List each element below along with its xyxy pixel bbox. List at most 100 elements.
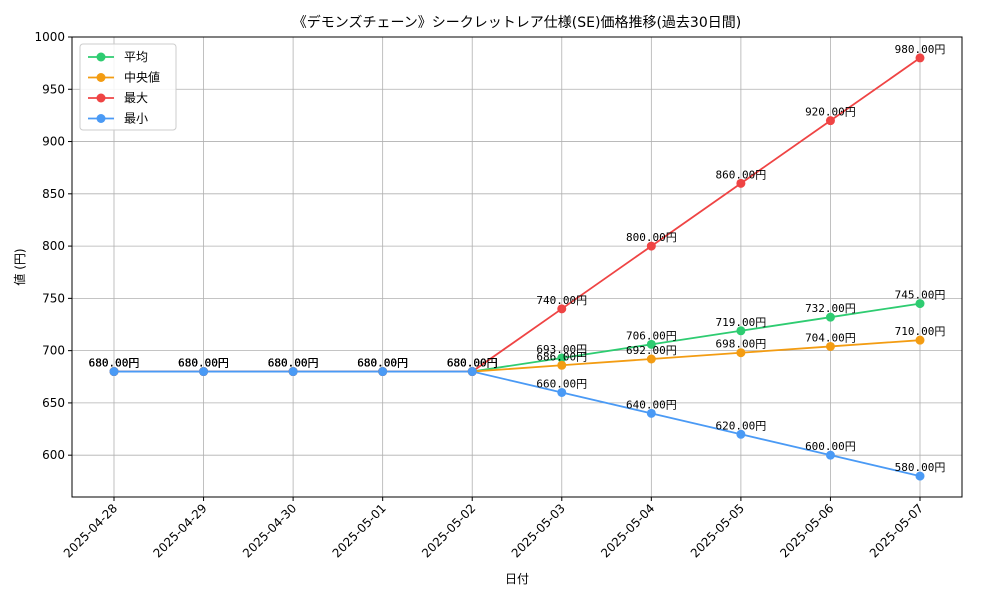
data-point bbox=[646, 408, 656, 418]
data-label: 580.00円 bbox=[895, 461, 946, 474]
data-label: 680.00円 bbox=[178, 357, 229, 370]
data-label: 680.00円 bbox=[447, 357, 498, 370]
legend-marker bbox=[96, 114, 106, 123]
data-point bbox=[915, 471, 925, 481]
y-tick-label: 900 bbox=[42, 135, 65, 149]
legend-entry: 最大 bbox=[124, 91, 148, 105]
data-point bbox=[199, 367, 209, 377]
data-labels: 680.00円 680.00円 680.00円 680.00円 680.00円 693.0… bbox=[89, 43, 946, 474]
data-point bbox=[915, 335, 925, 345]
data-label: 680.00円 bbox=[447, 357, 498, 370]
data-point bbox=[557, 304, 567, 314]
data-point bbox=[825, 450, 835, 460]
data-point bbox=[557, 360, 567, 370]
legend-entry: 中央値 bbox=[124, 70, 160, 85]
data-label: 680.00円 bbox=[357, 357, 408, 370]
data-label: 680.00円 bbox=[178, 357, 229, 370]
data-label: 680.00円 bbox=[178, 357, 229, 370]
x-tick-label: 2025-05-02 bbox=[419, 501, 478, 560]
x-tick-label: 2025-05-06 bbox=[777, 501, 836, 560]
x-tick-label: 2025-04-29 bbox=[150, 501, 209, 560]
data-point bbox=[109, 367, 119, 377]
data-label: 745.00円 bbox=[895, 289, 946, 302]
grid bbox=[72, 36, 962, 497]
y-axis-label: 値 (円) bbox=[12, 248, 27, 285]
x-tick-label: 2025-05-04 bbox=[598, 501, 657, 560]
x-tick-label: 2025-05-05 bbox=[688, 501, 747, 560]
data-point bbox=[288, 367, 298, 377]
data-label: 800.00円 bbox=[626, 231, 677, 244]
legend-marker bbox=[96, 52, 106, 62]
data-point bbox=[825, 312, 835, 322]
data-label: 680.00円 bbox=[178, 357, 229, 370]
data-label: 692.00円 bbox=[626, 344, 677, 357]
x-tick-label: 2025-05-01 bbox=[330, 501, 389, 560]
data-label: 710.00円 bbox=[895, 325, 946, 338]
data-label: 680.00円 bbox=[89, 357, 140, 370]
data-label: 680.00円 bbox=[89, 357, 140, 370]
data-point bbox=[825, 341, 835, 351]
y-axis-ticks: 600 650 700 750 800 850 900 950 1000 bbox=[34, 30, 72, 462]
data-label: 680.00円 bbox=[357, 357, 408, 370]
legend-marker bbox=[96, 93, 106, 103]
data-label: 680.00円 bbox=[357, 357, 408, 370]
series-layer bbox=[109, 53, 925, 481]
data-label: 693.00円 bbox=[536, 343, 587, 356]
data-point bbox=[825, 116, 835, 126]
data-label: 860.00円 bbox=[716, 168, 767, 181]
x-tick-label: 2025-05-07 bbox=[867, 501, 926, 560]
data-label: 620.00円 bbox=[716, 419, 767, 432]
data-point bbox=[557, 387, 567, 397]
y-tick-label: 850 bbox=[42, 187, 65, 201]
legend-entry: 最小 bbox=[124, 112, 148, 126]
data-label: 680.00円 bbox=[447, 357, 498, 370]
data-label: 680.00円 bbox=[89, 357, 140, 370]
x-axis-label: 日付 bbox=[505, 572, 529, 586]
data-label: 740.00円 bbox=[536, 294, 587, 307]
data-point bbox=[736, 348, 746, 358]
legend-entry: 平均 bbox=[124, 50, 148, 64]
data-label: 680.00円 bbox=[268, 357, 319, 370]
data-point bbox=[736, 178, 746, 188]
data-point bbox=[736, 326, 746, 336]
data-point bbox=[736, 429, 746, 439]
data-point bbox=[557, 353, 567, 363]
legend-marker bbox=[96, 73, 106, 82]
data-label: 706.00円 bbox=[626, 329, 677, 342]
data-label: 640.00円 bbox=[626, 398, 677, 411]
series-line bbox=[114, 57, 921, 373]
plot-frame bbox=[71, 36, 963, 498]
data-label: 600.00円 bbox=[805, 440, 856, 453]
y-tick-label: 700 bbox=[42, 344, 65, 358]
series-line bbox=[114, 302, 921, 373]
data-label: 698.00円 bbox=[716, 338, 767, 351]
data-label: 660.00円 bbox=[536, 377, 587, 390]
data-label: 680.00円 bbox=[268, 357, 319, 370]
data-label: 680.00円 bbox=[268, 357, 319, 370]
data-point bbox=[915, 299, 925, 309]
data-label: 704.00円 bbox=[805, 331, 856, 344]
legend-box bbox=[79, 43, 177, 131]
data-point bbox=[646, 339, 656, 349]
data-label: 680.00円 bbox=[89, 357, 140, 370]
series-line bbox=[114, 370, 921, 477]
data-label: 920.00円 bbox=[805, 106, 856, 119]
data-point bbox=[915, 53, 925, 63]
data-label: 680.00円 bbox=[268, 357, 319, 370]
data-point bbox=[378, 367, 388, 377]
data-label: 732.00円 bbox=[805, 302, 856, 315]
data-point bbox=[646, 354, 656, 364]
data-label: 680.00円 bbox=[357, 357, 408, 370]
y-tick-label: 750 bbox=[42, 291, 65, 305]
x-tick-label: 2025-04-30 bbox=[240, 501, 299, 560]
y-tick-label: 800 bbox=[42, 239, 65, 253]
chart-title: 《デモンズチェーン》シークレットレア仕様(SE)価格推移(過去30日間) bbox=[293, 14, 741, 31]
y-tick-label: 600 bbox=[42, 448, 65, 462]
x-axis-ticks: 2025-04-28 2025-04-29 2025-04-30 2025-05-01… bbox=[61, 497, 926, 560]
data-label: 980.00円 bbox=[895, 43, 946, 56]
y-tick-label: 950 bbox=[42, 82, 65, 96]
y-tick-label: 1000 bbox=[34, 30, 65, 44]
data-point bbox=[646, 241, 656, 251]
